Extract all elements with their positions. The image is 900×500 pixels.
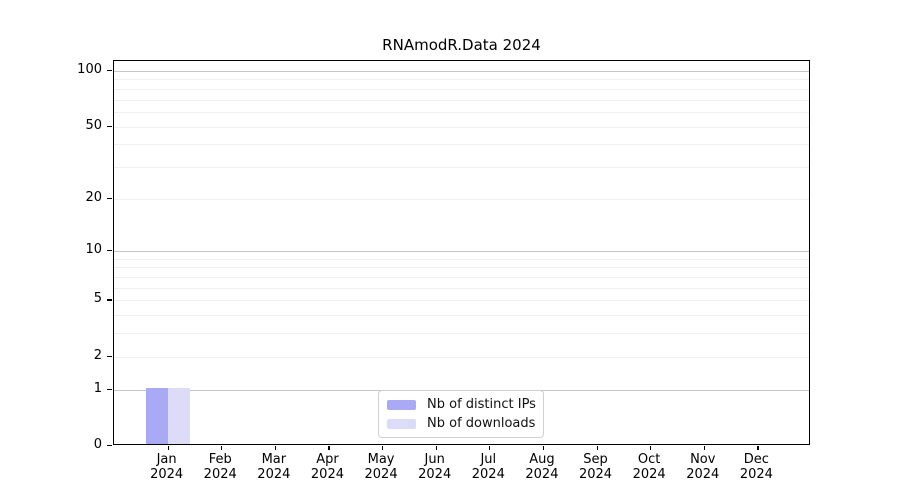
bar-downloads-jan: [167, 387, 190, 444]
y-tick-label-1: 1: [93, 380, 102, 396]
gridline-minor-4: [114, 315, 809, 317]
x-label-month: Sep: [583, 452, 608, 467]
gridline-minor-60: [114, 111, 809, 113]
x-label-sep: Sep 2024: [556, 452, 636, 482]
y-tick-label-2: 2: [93, 347, 102, 363]
x-label-month: Oct: [637, 452, 661, 467]
x-label-dec: Dec 2024: [716, 452, 796, 482]
x-tick-jan: [167, 446, 169, 450]
x-label-year: 2024: [418, 467, 452, 482]
legend-label-downloads: Nb of downloads: [427, 416, 536, 431]
x-tick-aug: [542, 446, 545, 450]
x-tick-jul: [489, 446, 491, 450]
y-tick-label-100: 100: [77, 62, 102, 78]
gridline-minor-50: [114, 126, 809, 128]
gridline-minor-2: [114, 356, 809, 358]
x-tick-oct: [650, 446, 652, 450]
legend-item-downloads: Nb of downloads: [387, 416, 535, 431]
x-label-may: May 2024: [341, 452, 421, 482]
x-label-year: 2024: [525, 467, 559, 482]
gridline-minor-7: [114, 277, 809, 279]
x-label-year: 2024: [578, 467, 613, 482]
y-tick-10: [107, 250, 112, 252]
gridline-minor-30: [114, 166, 809, 168]
x-label-month: Jul: [480, 452, 497, 467]
x-label-year: 2024: [686, 467, 720, 482]
gridline-minor-80: [114, 88, 809, 90]
legend-label-distinct-ips: Nb of distinct IPs: [427, 397, 536, 412]
gridline-major-100: [114, 71, 809, 73]
x-label-jul: Jul 2024: [448, 452, 528, 482]
y-tick-50: [107, 125, 112, 127]
gridline-minor-5: [114, 300, 809, 302]
x-label-year: 2024: [632, 467, 666, 482]
y-tick-20: [107, 197, 112, 199]
x-label-year: 2024: [257, 467, 291, 482]
x-label-month: Jan: [156, 452, 177, 467]
x-label-month: Nov: [690, 452, 716, 467]
x-tick-sep: [596, 446, 598, 450]
x-label-feb: Feb 2024: [180, 452, 260, 482]
y-tick-2: [107, 355, 112, 357]
gridline-major-10: [114, 251, 809, 253]
y-tick-5: [107, 299, 112, 301]
x-label-month: Mar: [261, 452, 287, 467]
x-label-month: Apr: [316, 452, 339, 467]
x-label-year: 2024: [364, 467, 398, 482]
x-label-year: 2024: [310, 467, 344, 482]
legend-swatch-distinct-ips: [387, 399, 416, 410]
gridline-minor-6: [114, 287, 809, 289]
y-tick-0: [107, 445, 112, 447]
gridline-minor-70: [114, 99, 809, 101]
x-label-month: Dec: [743, 452, 769, 467]
y-tick-label-50: 50: [85, 117, 102, 133]
plot-area: [113, 60, 810, 450]
x-label-jan: Jan 2024: [127, 452, 207, 482]
x-label-aug: Aug 2024: [502, 452, 582, 482]
x-tick-jun: [435, 446, 437, 450]
x-label-mar: Mar 2024: [234, 452, 314, 482]
x-label-month: Aug: [529, 452, 555, 467]
bar-distinct-ips-jan: [145, 387, 168, 444]
y-tick-1: [107, 388, 112, 390]
gridline-minor-40: [114, 144, 809, 146]
x-tick-mar: [274, 446, 277, 450]
x-tick-apr: [328, 446, 330, 450]
x-tick-feb: [221, 446, 223, 450]
x-tick-dec: [757, 446, 759, 450]
x-label-month: Feb: [208, 452, 232, 467]
chart-title: RNAmodR.Data 2024: [382, 36, 541, 54]
x-label-oct: Oct 2024: [609, 452, 689, 482]
legend: Nb of distinct IPs Nb of downloads: [378, 390, 544, 438]
x-label-month: May: [367, 452, 395, 467]
legend-swatch-downloads: [387, 418, 416, 429]
y-tick-label-5: 5: [93, 291, 102, 307]
x-label-year: 2024: [739, 467, 773, 482]
x-label-year: 2024: [150, 467, 184, 482]
x-tick-may: [382, 446, 384, 450]
y-tick-label-20: 20: [85, 189, 102, 205]
gridline-minor-20: [114, 198, 809, 200]
y-tick-label-10: 10: [85, 242, 102, 258]
legend-item-distinct-ips: Nb of distinct IPs: [387, 397, 536, 412]
gridline-minor-9: [114, 258, 809, 260]
x-label-year: 2024: [203, 467, 237, 482]
x-label-year: 2024: [471, 467, 505, 482]
y-tick-label-0: 0: [93, 437, 102, 452]
x-label-apr: Apr 2024: [287, 452, 367, 482]
x-label-month: Jun: [424, 452, 445, 467]
gridline-minor-90: [114, 79, 809, 81]
x-label-nov: Nov 2024: [663, 452, 743, 482]
gridline-minor-3: [114, 333, 809, 335]
x-tick-nov: [703, 446, 705, 450]
x-label-jun: Jun 2024: [395, 452, 475, 482]
gridline-minor-8: [114, 267, 809, 269]
y-tick-100: [107, 70, 112, 72]
